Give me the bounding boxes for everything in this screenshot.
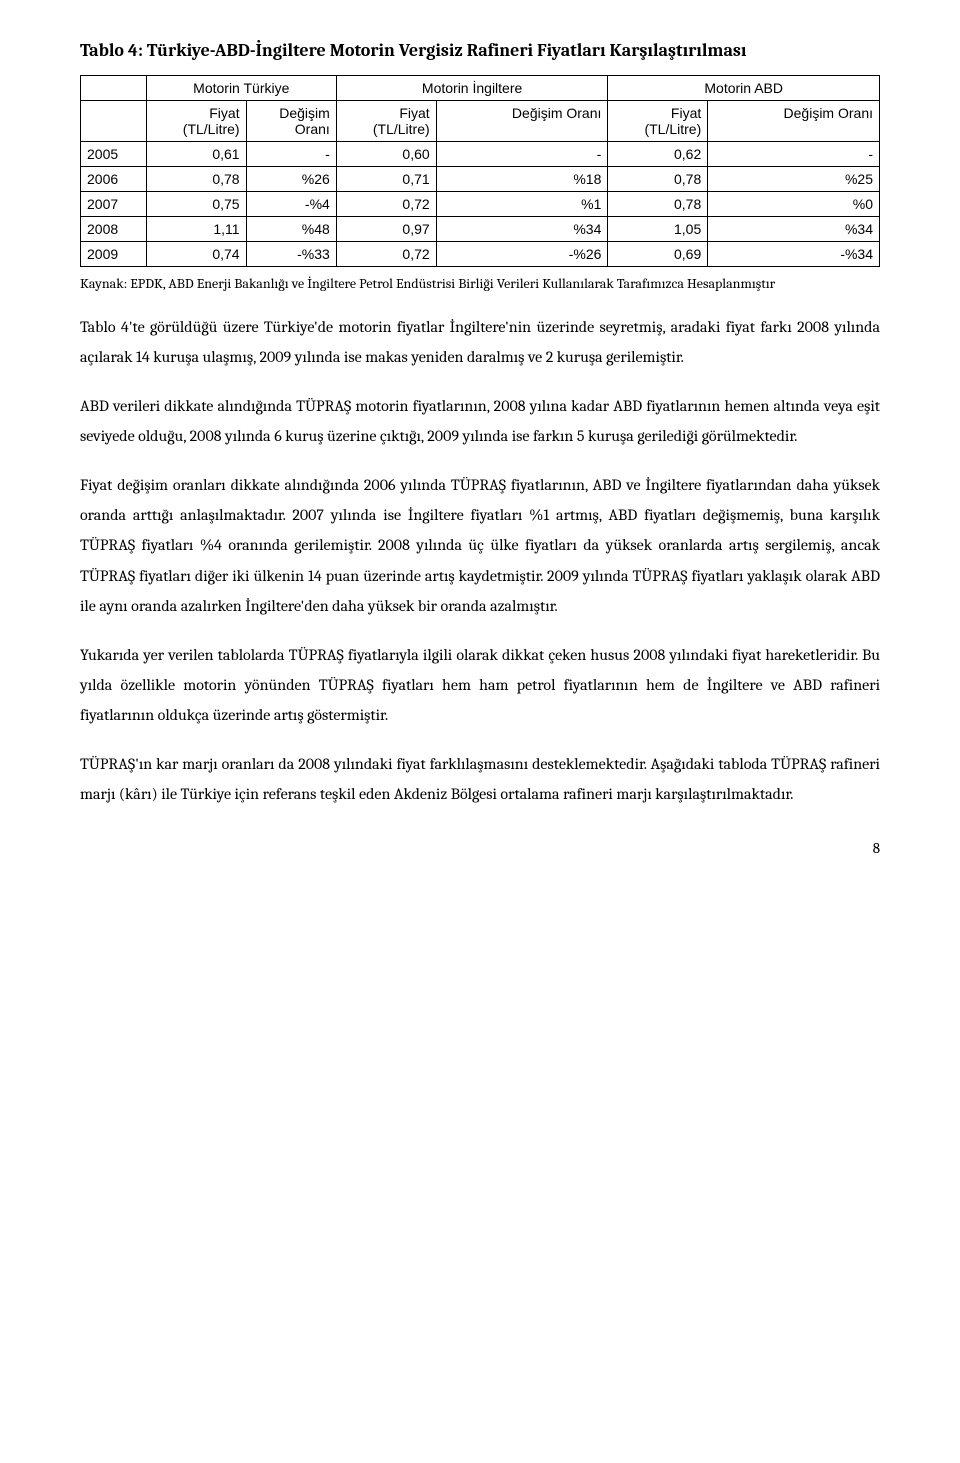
table-cell: - (436, 142, 608, 167)
table-cell: %1 (436, 192, 608, 217)
header-uk-change: Değişim Oranı (436, 101, 608, 142)
table-cell: %26 (246, 167, 336, 192)
header-tr-price: Fiyat (TL/Litre) (146, 101, 246, 142)
body-paragraph: Yukarıda yer verilen tablolarda TÜPRAŞ f… (80, 640, 880, 731)
table-cell: 2009 (81, 242, 147, 267)
table-row: 20090,74-%330,72-%260,69-%34 (81, 242, 880, 267)
table-cell: 0,72 (336, 242, 436, 267)
table-cell: 0,62 (608, 142, 708, 167)
table-cell: 0,78 (608, 192, 708, 217)
header-year (81, 101, 147, 142)
header-us-price: Fiyat (TL/Litre) (608, 101, 708, 142)
table-cell: 2007 (81, 192, 147, 217)
table-cell: 2005 (81, 142, 147, 167)
header-group-us: Motorin ABD (608, 76, 880, 101)
table-cell: 0,75 (146, 192, 246, 217)
table-cell: 0,69 (608, 242, 708, 267)
document-page: Tablo 4: Türkiye-ABD-İngiltere Motorin V… (0, 0, 960, 877)
table-cell: 0,60 (336, 142, 436, 167)
body-paragraph: Fiyat değişim oranları dikkate alındığın… (80, 470, 880, 622)
table-row: 20070,75-%40,72%10,78%0 (81, 192, 880, 217)
table-cell: %34 (708, 217, 880, 242)
table-cell: - (246, 142, 336, 167)
table-cell: -%34 (708, 242, 880, 267)
table-cell: 0,61 (146, 142, 246, 167)
table-cell: %34 (436, 217, 608, 242)
price-comparison-table: Motorin Türkiye Motorin İngiltere Motori… (80, 75, 880, 267)
table-row: 20050,61-0,60-0,62- (81, 142, 880, 167)
body-paragraph: ABD verileri dikkate alındığında TÜPRAŞ … (80, 391, 880, 452)
header-blank (81, 76, 147, 101)
table-cell: -%26 (436, 242, 608, 267)
table-row: 20060,78%260,71%180,78%25 (81, 167, 880, 192)
table-cell: %0 (708, 192, 880, 217)
body-paragraph: TÜPRAŞ'ın kar marjı oranları da 2008 yıl… (80, 749, 880, 810)
header-group-tr: Motorin Türkiye (146, 76, 336, 101)
header-tr-change: Değişim Oranı (246, 101, 336, 142)
table-cell: 0,72 (336, 192, 436, 217)
table-caption: Kaynak: EPDK, ABD Enerji Bakanlığı ve İn… (80, 273, 880, 294)
header-us-change: Değişim Oranı (708, 101, 880, 142)
table-cell: 0,74 (146, 242, 246, 267)
table-cell: -%4 (246, 192, 336, 217)
table-title: Tablo 4: Türkiye-ABD-İngiltere Motorin V… (80, 40, 880, 61)
table-cell: 1,05 (608, 217, 708, 242)
table-cell: 1,11 (146, 217, 246, 242)
header-uk-price: Fiyat (TL/Litre) (336, 101, 436, 142)
table-cell: 0,78 (146, 167, 246, 192)
table-cell: - (708, 142, 880, 167)
table-cell: %25 (708, 167, 880, 192)
table-cell: -%33 (246, 242, 336, 267)
table-row: 20081,11%480,97%341,05%34 (81, 217, 880, 242)
table-cell: 0,71 (336, 167, 436, 192)
table-cell: 2006 (81, 167, 147, 192)
table-cell: 2008 (81, 217, 147, 242)
table-cell: 0,78 (608, 167, 708, 192)
table-header-row-sub: Fiyat (TL/Litre) Değişim Oranı Fiyat (TL… (81, 101, 880, 142)
header-group-uk: Motorin İngiltere (336, 76, 608, 101)
table-cell: 0,97 (336, 217, 436, 242)
table-header-row-groups: Motorin Türkiye Motorin İngiltere Motori… (81, 76, 880, 101)
table-cell: %18 (436, 167, 608, 192)
page-number: 8 (873, 839, 880, 857)
table-cell: %48 (246, 217, 336, 242)
body-paragraph: Tablo 4'te görüldüğü üzere Türkiye'de mo… (80, 312, 880, 373)
